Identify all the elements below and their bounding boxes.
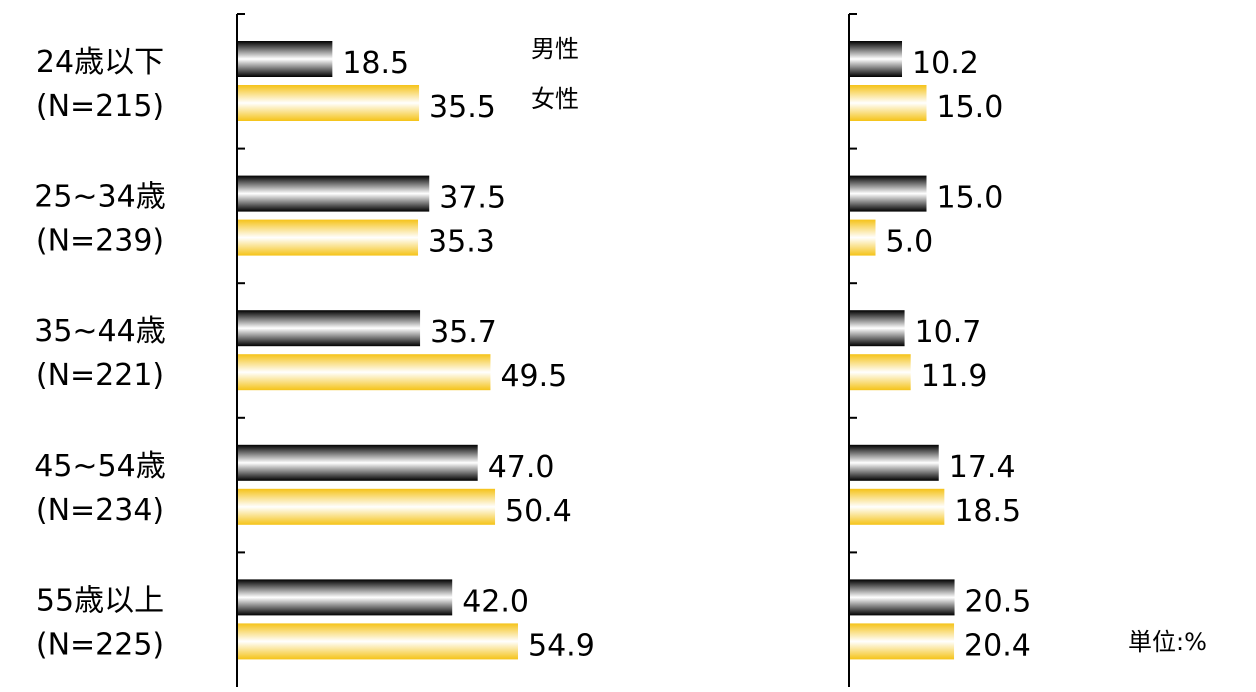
category-n-label: (N=239) xyxy=(36,224,164,259)
data-label: 15.0 xyxy=(937,90,1004,125)
data-label: 42.0 xyxy=(462,584,529,619)
unit-label: 単位:% xyxy=(1128,628,1207,656)
legend-male: 男性 xyxy=(531,35,579,63)
bar-male xyxy=(238,175,430,212)
bar-male xyxy=(850,41,903,77)
data-label: 54.9 xyxy=(528,628,595,663)
category-n-label: (N=215) xyxy=(36,89,164,124)
bar-female xyxy=(850,623,955,660)
data-label: 20.5 xyxy=(965,584,1032,619)
data-label: 10.7 xyxy=(915,315,982,350)
data-label: 15.0 xyxy=(937,181,1004,216)
data-label: 10.2 xyxy=(912,46,979,81)
data-label: 11.9 xyxy=(921,359,988,394)
bar-male xyxy=(238,444,478,481)
bar-male xyxy=(850,444,939,481)
bar-male xyxy=(850,310,905,347)
data-label: 49.5 xyxy=(500,359,567,394)
category-n-label: (N=221) xyxy=(36,358,164,393)
data-label: 17.4 xyxy=(949,450,1016,485)
data-label: 5.0 xyxy=(886,225,934,260)
category-label: 55歳以上 xyxy=(36,583,164,618)
bar-female xyxy=(238,623,518,660)
data-label: 35.7 xyxy=(430,315,497,350)
data-label: 18.5 xyxy=(954,494,1021,529)
legend-female: 女性 xyxy=(531,85,579,113)
bar-male xyxy=(238,41,333,77)
bar-female xyxy=(238,219,419,256)
bar-male xyxy=(238,579,453,616)
category-n-label: (N=234) xyxy=(36,493,164,528)
bar-female xyxy=(238,354,491,391)
bar-female xyxy=(850,354,911,391)
category-label: 25~34歳 xyxy=(34,180,165,215)
data-label: 37.5 xyxy=(439,181,506,216)
data-label: 35.3 xyxy=(428,225,495,260)
data-label: 50.4 xyxy=(505,494,572,529)
bar-female xyxy=(850,85,927,121)
category-label: 35~44歳 xyxy=(34,314,165,349)
data-label: 18.5 xyxy=(342,46,409,81)
data-label: 20.4 xyxy=(964,628,1031,663)
category-label: 24歳以下 xyxy=(36,45,164,80)
bar-male xyxy=(850,579,955,616)
category-n-label: (N=225) xyxy=(36,627,164,662)
bar-female xyxy=(238,85,420,121)
bar-male xyxy=(238,310,421,347)
bar-female xyxy=(850,488,945,525)
bar-male xyxy=(850,175,927,212)
category-label: 45~54歳 xyxy=(34,449,165,484)
data-label: 47.0 xyxy=(488,450,555,485)
bar-female xyxy=(850,219,876,256)
bar-female xyxy=(238,488,496,525)
data-label: 35.5 xyxy=(429,90,496,125)
